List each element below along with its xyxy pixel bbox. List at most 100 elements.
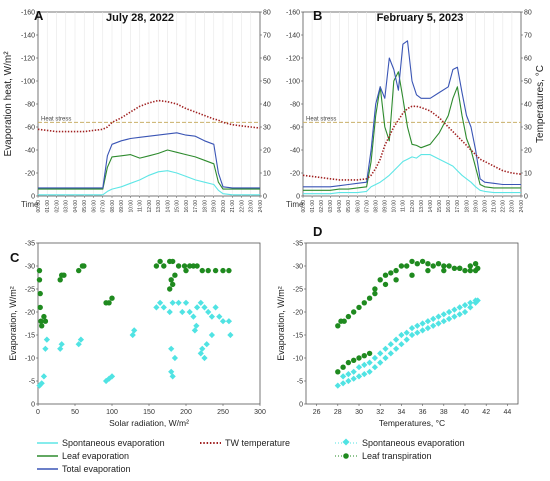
- y-tick-label: -60: [290, 124, 300, 131]
- scatter-point-spontaneous: [197, 350, 204, 357]
- x-tick-label: 11:00: [401, 200, 407, 212]
- scatter-point-spontaneous: [414, 322, 421, 329]
- y2-tick-label: 50: [263, 78, 271, 85]
- scatter-point-leaf: [467, 267, 473, 274]
- y-tick-label: -10: [25, 355, 35, 362]
- x-tick-label: 150: [143, 409, 155, 416]
- scatter-point-spontaneous: [227, 331, 234, 339]
- scatter-point-leaf: [356, 355, 362, 361]
- y-tick-label: -30: [25, 263, 35, 270]
- scatter-point-spontaneous: [403, 329, 410, 336]
- legend-swatch-spont-scatter: [335, 438, 358, 446]
- scatter-point-spontaneous: [456, 304, 463, 311]
- y-tick-label: -40: [290, 147, 300, 154]
- scatter-point-leaf: [377, 277, 383, 283]
- x-tick-label: 21:00: [230, 200, 236, 213]
- y-tick-label: -5: [297, 378, 303, 385]
- scatter-point-leaf: [194, 263, 200, 269]
- scatter-point-leaf: [226, 267, 232, 274]
- x-tick-label: 02:00: [54, 200, 60, 213]
- x-tick-label: 00:00: [301, 200, 307, 213]
- series-line-leaf: [38, 149, 260, 190]
- x-tick-label: 26: [313, 409, 321, 416]
- y-tick-label: -35: [293, 240, 303, 247]
- x-tick-label: 15:00: [437, 200, 443, 213]
- series-line-tw: [37, 99, 261, 133]
- x-tick-label: 13:00: [156, 200, 162, 213]
- y2-tick-label: 10: [524, 170, 532, 177]
- scatter-point-spontaneous: [182, 299, 190, 306]
- scatter-point-leaf: [38, 318, 44, 324]
- scatter-point-spontaneous: [382, 354, 389, 362]
- x-tick-label: 22:00: [501, 200, 507, 213]
- scatter-point-leaf: [425, 267, 431, 274]
- scatter-point-spontaneous: [355, 373, 363, 380]
- x-tick-label: 09:00: [383, 200, 389, 213]
- y2-tick-label: 50: [524, 78, 532, 85]
- x-tick-label: 42: [482, 409, 490, 416]
- y-axis-label: Evaporation heat, W/m²: [3, 51, 14, 157]
- x-tick-label: 03:00: [64, 200, 70, 213]
- y-tick-label: -15: [25, 332, 35, 339]
- scatter-point-spontaneous: [419, 320, 426, 327]
- y-tick-label: 0: [31, 193, 35, 200]
- y2-tick-label: 60: [524, 55, 532, 62]
- y2-tick-label: 0: [524, 193, 528, 200]
- x-tick-label: 16:00: [184, 200, 190, 213]
- panel-letter-c: C: [10, 250, 20, 265]
- x-tick-label: 05:00: [346, 200, 352, 213]
- scatter-point-leaf: [39, 323, 45, 329]
- legend: Spontaneous evaporation Leaf evaporation…: [37, 438, 465, 474]
- x-tick-label: 08:00: [110, 200, 116, 213]
- x-tick-label: 24:00: [258, 200, 264, 213]
- series-line-tw: [302, 105, 522, 181]
- scatter-point-spontaneous: [201, 304, 208, 311]
- scatter-point-spontaneous: [403, 336, 410, 343]
- scatter-point-spontaneous: [451, 313, 458, 320]
- scatter-point-leaf: [372, 290, 378, 297]
- x-tick-label: 18:00: [464, 200, 470, 213]
- scatter-point-leaf: [345, 313, 352, 320]
- series-line-spontaneous: [38, 170, 260, 196]
- scatter-point-spontaneous: [345, 377, 352, 385]
- y2-tick-label: 30: [524, 124, 532, 131]
- y2-tick-label: 20: [524, 147, 532, 154]
- y-tick-label: -20: [290, 170, 300, 177]
- scatter-point-spontaneous: [169, 299, 176, 306]
- scatter-point-spontaneous: [424, 324, 432, 332]
- x-tick-label: 17:00: [193, 200, 199, 213]
- y-tick-label: -35: [25, 240, 35, 247]
- scatter-point-spontaneous: [366, 359, 373, 366]
- scatter-point-spontaneous: [430, 315, 437, 323]
- scatter-point-spontaneous: [186, 308, 193, 316]
- x-tick-label: 36: [419, 409, 427, 416]
- scatter-point-leaf: [398, 263, 405, 269]
- scatter-point-leaf: [388, 270, 394, 276]
- scatter-point-leaf: [361, 353, 367, 359]
- scatter-point-leaf: [451, 265, 458, 271]
- scatter-point-leaf: [366, 295, 373, 301]
- x-tick-label: 14:00: [428, 200, 434, 213]
- scatter-point-leaf: [393, 267, 399, 274]
- scatter-point-spontaneous: [435, 313, 442, 320]
- scatter-point-leaf: [183, 267, 189, 274]
- plot-frame: [305, 242, 519, 405]
- scatter-point-spontaneous: [445, 308, 453, 316]
- scatter-point-spontaneous: [419, 327, 426, 334]
- y2-tick-label: 10: [263, 170, 271, 177]
- x-tick-label: 19:00: [473, 200, 479, 213]
- scatter-point-leaf: [366, 350, 373, 357]
- scatter-point-spontaneous: [205, 308, 212, 316]
- y-tick-label: -160: [21, 9, 35, 16]
- panel-b-chart: 0 -20 -40 -60 -80 -100 -120 -140 -160 0 10 20 30 40 50…: [286, 8, 546, 213]
- y-tick-label: -10: [293, 355, 303, 362]
- x-tick-label: 34: [398, 409, 406, 416]
- scatter-point-leaf: [36, 277, 43, 283]
- scatter-point-leaf: [351, 357, 357, 363]
- y2-axis-label: Temperatures, °C: [535, 65, 546, 143]
- panel-letter-d: D: [313, 224, 322, 239]
- y-tick-label: -80: [25, 101, 35, 108]
- x-tick-label: 12:00: [410, 200, 416, 213]
- scatter-point-spontaneous: [435, 320, 442, 327]
- scatter-point-leaf: [190, 263, 197, 269]
